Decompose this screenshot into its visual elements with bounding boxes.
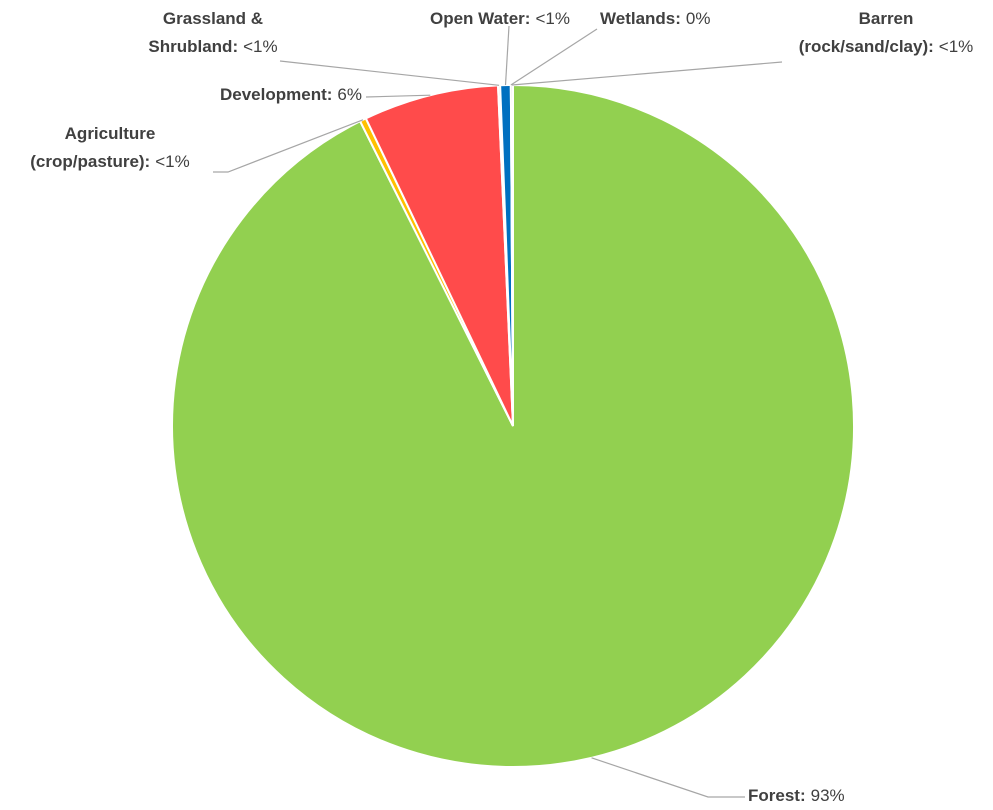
data-label: Open Water: <1% bbox=[430, 9, 570, 28]
label-name: (rock/sand/clay): bbox=[799, 37, 934, 56]
label-value: 0% bbox=[686, 9, 711, 28]
label-value: <1% bbox=[535, 9, 570, 28]
label-value: 93% bbox=[811, 786, 845, 805]
label-name: (crop/pasture): bbox=[30, 152, 150, 171]
leader-line bbox=[510, 28, 598, 86]
label-name: Development: bbox=[220, 85, 332, 104]
data-label: Shrubland: <1% bbox=[148, 37, 277, 56]
label-name: Wetlands: bbox=[600, 9, 681, 28]
label-name: Grassland & bbox=[163, 9, 263, 28]
data-label: Development: 6% bbox=[220, 85, 362, 104]
label-value: 6% bbox=[337, 85, 362, 104]
data-label: Barren bbox=[859, 9, 914, 28]
label-name: Agriculture bbox=[65, 124, 156, 143]
label-name: Forest: bbox=[748, 786, 806, 805]
leader-line bbox=[279, 60, 500, 86]
data-label: (rock/sand/clay): <1% bbox=[799, 37, 974, 56]
leader-line bbox=[504, 25, 510, 86]
label-value: <1% bbox=[243, 37, 278, 56]
label-name: Shrubland: bbox=[148, 37, 238, 56]
label-value: <1% bbox=[155, 152, 190, 171]
leader-line bbox=[365, 94, 431, 98]
label-name: Open Water: bbox=[430, 9, 530, 28]
data-label: Agriculture bbox=[65, 124, 156, 143]
label-name: Barren bbox=[859, 9, 914, 28]
label-value: <1% bbox=[939, 37, 974, 56]
data-label: (crop/pasture): <1% bbox=[30, 152, 189, 171]
leader-line bbox=[511, 61, 783, 86]
data-label: Forest: 93% bbox=[748, 786, 845, 805]
data-label: Grassland & bbox=[163, 9, 263, 28]
leader-line bbox=[213, 119, 364, 173]
pie-slice bbox=[364, 84, 514, 427]
data-label: Wetlands: 0% bbox=[600, 9, 711, 28]
leader-line bbox=[591, 757, 745, 798]
